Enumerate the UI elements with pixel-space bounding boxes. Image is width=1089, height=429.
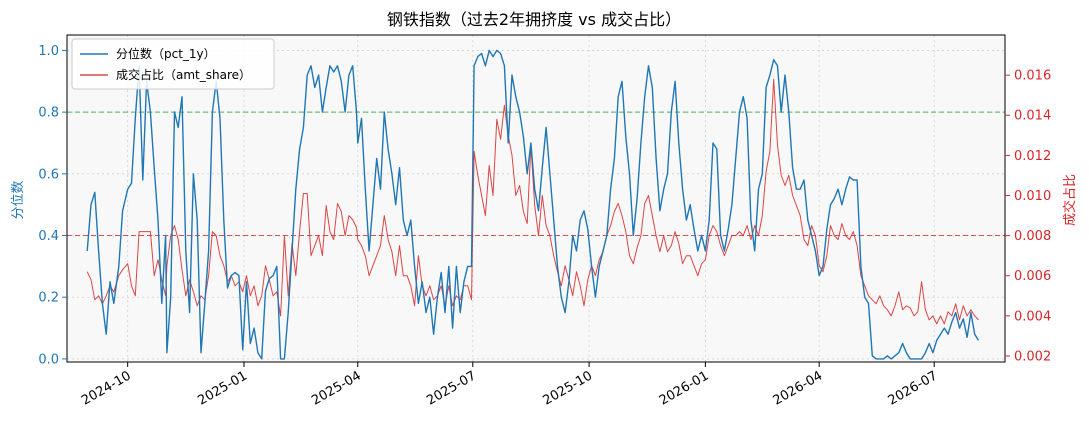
y-left-tick-label: 0.4: [38, 229, 59, 244]
y-right-tick-label: 0.004: [1014, 309, 1051, 324]
y-right-tick-label: 0.014: [1014, 109, 1051, 124]
series-layer: [86, 49, 980, 360]
y-axis-left: 0.0 0.2 0.4 0.6 0.8 1.0: [38, 44, 67, 367]
y-right-tick-label: 0.002: [1014, 349, 1051, 364]
y-left-tick-label: 0.0: [38, 352, 59, 367]
y-right-tick-label: 0.008: [1014, 229, 1051, 244]
series-line-pct: [86, 49, 980, 360]
plot-frame: [66, 34, 1006, 363]
y-left-tick-label: 1.0: [38, 44, 59, 59]
reference-lines: [67, 111, 1005, 237]
y-right-tick-label: 0.006: [1014, 269, 1051, 284]
legend-label-pct: 分位数（pct_1y）: [116, 46, 216, 61]
chart-title: 钢铁指数（过去2年拥挤度 vs 成交占比）: [387, 10, 681, 29]
legend: 分位数（pct_1y） 成交占比（amt_share）: [71, 38, 275, 90]
y-axis-left-label: 分位数: [11, 180, 26, 219]
y-right-tick-label: 0.012: [1014, 149, 1051, 164]
y-axis-right: 0.002 0.004 0.006 0.008 0.010 0.012 0.014 0.016: [1005, 69, 1051, 364]
legend-box: [71, 38, 275, 90]
y-right-tick-label: 0.010: [1014, 189, 1051, 204]
legend-label-amt: 成交占比（amt_share）: [116, 67, 251, 82]
y-left-tick-label: 0.2: [38, 291, 59, 306]
y-left-tick-label: 0.6: [38, 167, 59, 182]
y-left-tick-label: 0.8: [38, 106, 59, 121]
y-axis-right-label: 成交占比: [1062, 174, 1078, 226]
y-right-tick-label: 0.016: [1014, 69, 1051, 84]
